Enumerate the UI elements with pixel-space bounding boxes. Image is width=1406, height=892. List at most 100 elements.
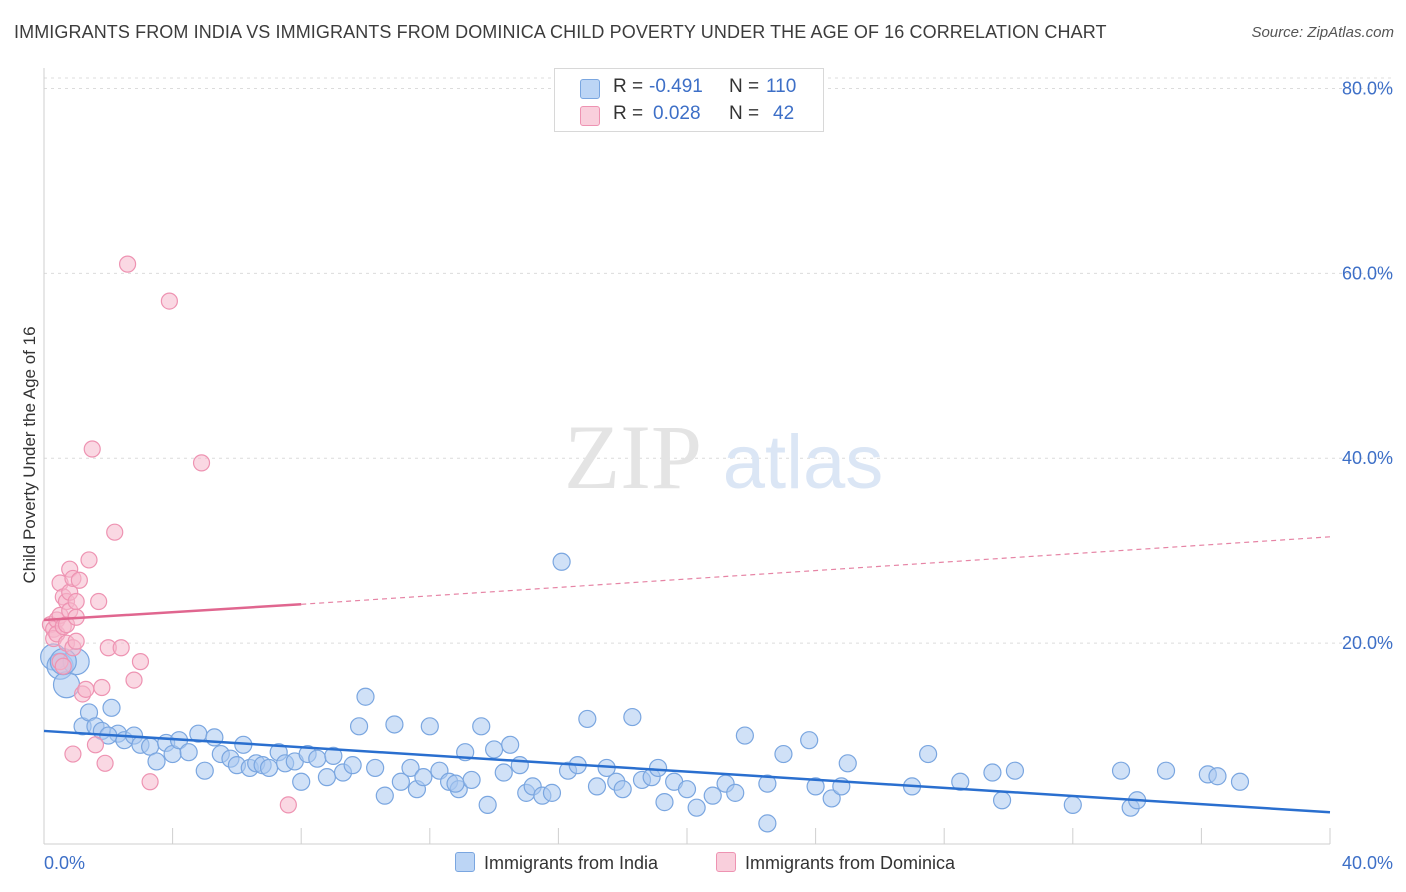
dominica-point (279, 796, 297, 814)
india-trendline (43, 729, 1331, 814)
legend-n-label: N = (729, 103, 760, 124)
india-point (494, 763, 513, 782)
dominica-point (67, 632, 85, 650)
india-point (726, 783, 745, 802)
india-point (919, 744, 938, 764)
india-point (1063, 795, 1082, 814)
india-point (703, 786, 722, 805)
legend-n-value: 42 (773, 103, 795, 124)
india-point (623, 707, 642, 727)
dominica-point (54, 657, 72, 675)
india-point (349, 717, 369, 736)
legend-item-india[interactable]: Immigrants from India (455, 852, 658, 876)
india-point (385, 715, 404, 734)
india-point (195, 761, 214, 780)
dominica-trendline (43, 603, 302, 622)
india-point (552, 552, 571, 571)
chart-title: IMMIGRANTS FROM INDIA VS IMMIGRANTS FROM… (14, 22, 1107, 42)
india-point (179, 743, 198, 762)
india-point (356, 687, 375, 706)
india-point (578, 709, 597, 729)
legend-n-value: 110 (766, 76, 797, 97)
india-point (838, 754, 857, 773)
dominica-point (131, 653, 150, 671)
watermark: ZIP atlas (564, 406, 883, 508)
watermark-zip: ZIP (564, 406, 702, 508)
india-point (501, 735, 520, 754)
india-point (655, 793, 674, 812)
dominica-point (106, 523, 124, 541)
y-tick-label: 40.0% (1342, 448, 1393, 468)
india-point (485, 740, 504, 759)
india-point (822, 789, 841, 808)
india-point (806, 777, 825, 796)
india-point (462, 770, 481, 790)
india-point (1005, 761, 1025, 780)
dominica-point (93, 678, 111, 697)
y-tick-label: 60.0% (1342, 263, 1393, 283)
gridlines (44, 77, 1392, 644)
y-tick-label: 20.0% (1342, 633, 1393, 653)
india-point (102, 698, 121, 717)
india-point (687, 798, 706, 817)
india-point (983, 763, 1002, 782)
dominica-point (112, 639, 130, 657)
india-point (542, 783, 562, 802)
dominica-points (41, 255, 297, 814)
india-point (1156, 761, 1176, 780)
india-point (774, 744, 793, 764)
dominica-point (67, 592, 85, 611)
india-point (420, 717, 439, 736)
y-axis-label: Child Poverty Under the Age of 16 (20, 326, 39, 584)
india-points (40, 552, 1250, 833)
dominica-point (70, 571, 88, 589)
india-point (366, 758, 385, 778)
dominica-point (96, 754, 114, 772)
india-point (324, 746, 343, 765)
legend-swatch-dominica (580, 106, 600, 126)
legend-item-dominica[interactable]: Immigrants from Dominica (716, 852, 955, 876)
legend-r-value: -0.491 (649, 76, 703, 97)
legend-r-value: 0.028 (653, 103, 701, 124)
india-point (758, 814, 777, 833)
trendlines (43, 536, 1331, 814)
india-point (375, 786, 394, 805)
dominica-point (77, 680, 95, 698)
legend-label-dominica: Immigrants from Dominica (745, 853, 956, 873)
india-point (1230, 772, 1250, 791)
dominica-point (160, 292, 178, 310)
axes (43, 68, 1331, 845)
legend-row-dominica: R = 0.028 N = 42 (555, 101, 823, 127)
dominica-point (83, 440, 101, 458)
india-point (478, 795, 497, 814)
india-point (677, 780, 697, 799)
dominica-trendline-extension (301, 536, 1331, 605)
india-point (472, 717, 491, 736)
india-point (992, 791, 1012, 810)
india-point (317, 768, 337, 787)
stats-legend: R = -0.491 N = 110 R = 0.028 N = 42 (554, 68, 824, 132)
legend-r-label: R = (613, 76, 644, 97)
india-point (391, 772, 410, 791)
india-point (147, 752, 166, 771)
source-label: Source: ZipAtlas.com (1251, 24, 1394, 41)
y-tick-label: 80.0% (1342, 78, 1393, 98)
india-point (343, 756, 362, 775)
dominica-point (118, 255, 137, 273)
india-point (1208, 767, 1227, 786)
india-point (205, 728, 224, 747)
india-point (735, 726, 754, 745)
india-point (613, 780, 632, 799)
india-point (414, 768, 433, 787)
india-point (446, 774, 465, 793)
dominica-point (86, 736, 105, 754)
india-point (951, 772, 970, 791)
dominica-point (141, 773, 159, 791)
dominica-point (125, 671, 143, 689)
x-tick-label: 0.0% (44, 853, 85, 873)
legend-n-label: N = (729, 76, 760, 97)
india-point (259, 758, 279, 778)
dominica-point (64, 745, 82, 763)
legend-swatch-dominica (716, 852, 736, 872)
